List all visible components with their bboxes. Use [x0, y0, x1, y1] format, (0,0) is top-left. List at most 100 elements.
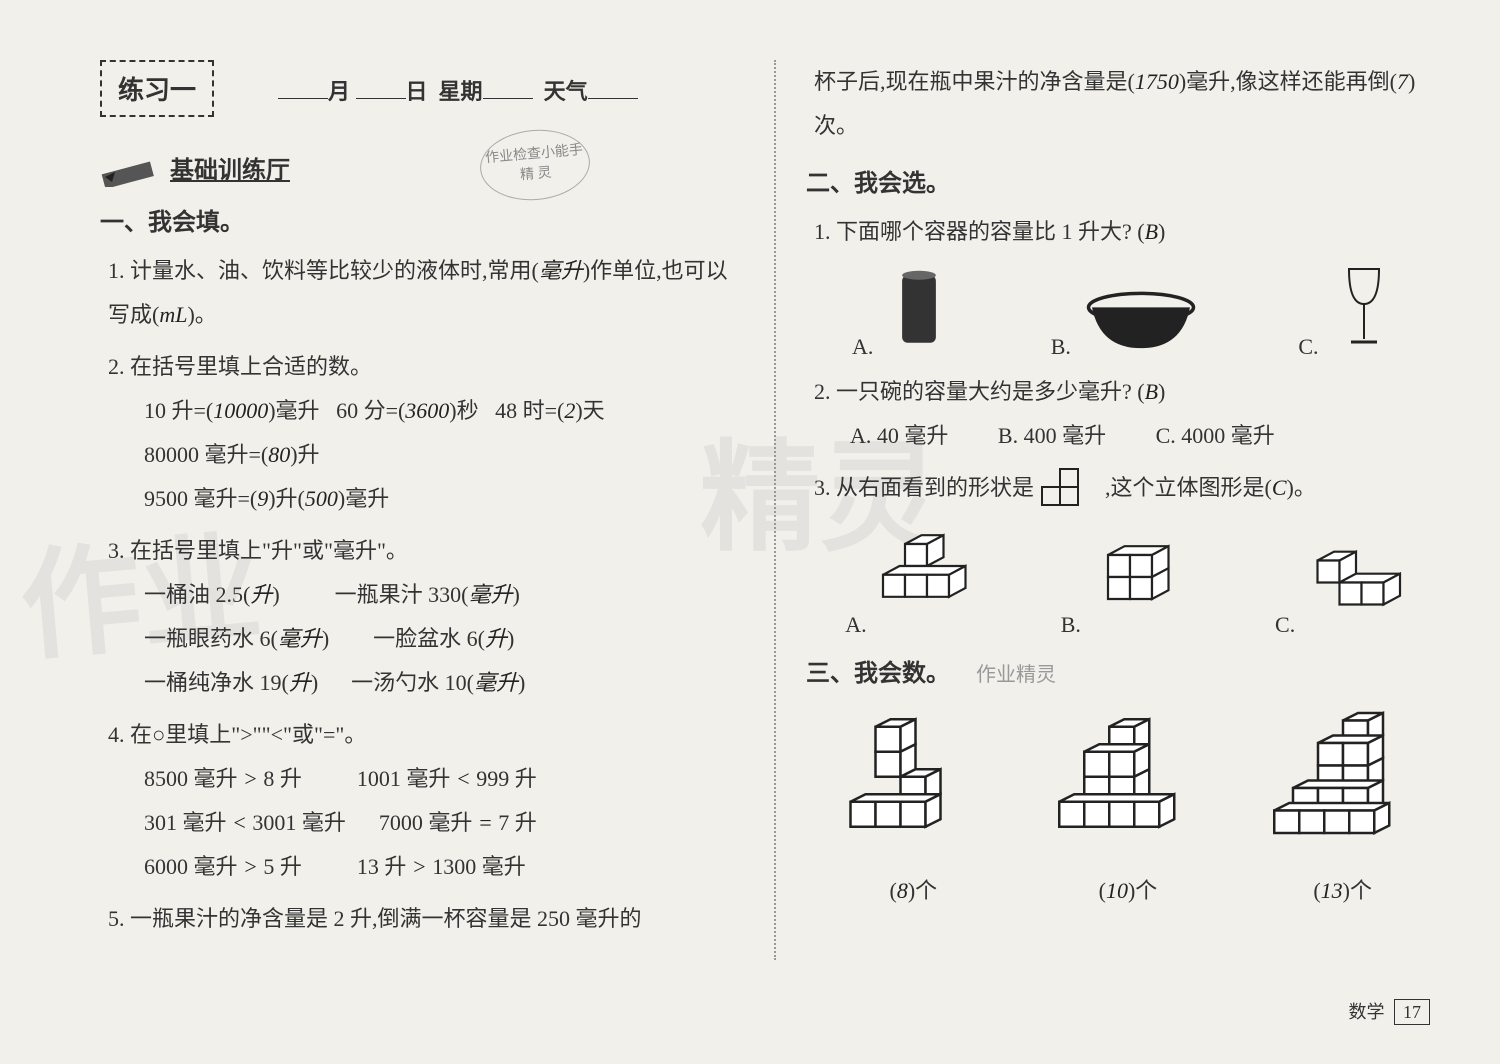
q4-r2: 301 毫升 < 3001 毫升 7000 毫升 = 7 升: [108, 801, 744, 845]
q3-r2a: 一瓶眼药水 6(: [144, 626, 278, 651]
column-divider: [774, 60, 776, 960]
can-icon: [879, 264, 959, 354]
cc-ans: 13: [1321, 878, 1343, 903]
cb-ans: 10: [1106, 878, 1128, 903]
q4-r1b: 1001 毫升: [357, 766, 451, 791]
day-label: 日: [406, 79, 428, 104]
mc1-options: A. B. C.: [806, 264, 1450, 360]
q2-line3: 9500 毫升=(9)升(500)毫升: [108, 477, 744, 521]
q2-l2a-end: )升: [290, 442, 319, 467]
mc1-opt-b: B.: [1051, 284, 1207, 360]
q3-r3: 一桶纯净水 19(升) 一汤勺水 10(毫升): [108, 661, 744, 705]
q3-r2: 一瓶眼药水 6(毫升) 一脸盆水 6(升): [108, 617, 744, 661]
section-title: 基础训练厅: [170, 150, 290, 185]
mc3: 3. 从右面看到的形状是 ,这个立体图形是(C)。: [806, 466, 1450, 512]
mc1-ans: B: [1145, 219, 1158, 244]
cube-shape-c-icon: [1301, 522, 1411, 632]
q2-l1a-ans: 10000: [213, 398, 268, 423]
q5-text: 一瓶果汁的净含量是 2 升,倒满一杯容量是 250 毫升的: [130, 906, 642, 931]
mc3-a-label: A.: [845, 612, 866, 637]
pencil-icon: [100, 147, 160, 187]
q3-r3b-ans: 毫升: [474, 670, 518, 695]
q5c-tb: )毫升,像这样还能再倒(: [1179, 69, 1397, 94]
q2-l2a-ans: 80: [268, 442, 290, 467]
q4-r3b: 13 升: [357, 854, 407, 879]
left-column: 练习一 月 日 星期 天气 作业检查小能手 精 灵 基础训练厅 一、我会填。 1…: [100, 60, 744, 1034]
cube-shape-a-icon: [872, 522, 982, 632]
mc1-opt-a: A.: [852, 264, 959, 360]
q2-line2: 80000 毫升=(80)升: [108, 433, 744, 477]
wineglass-icon: [1324, 264, 1404, 354]
mc3-b-label: B.: [1061, 612, 1081, 637]
date-line: 月 日 星期 天气: [278, 74, 638, 106]
h3-note: 作业精灵: [976, 664, 1056, 686]
q4-r2a-b: 3001 毫升: [252, 810, 346, 835]
footer-page: 17: [1394, 999, 1430, 1025]
q4: 4. 在○里填上">""<"或"="。 8500 毫升 > 8 升 1001 毫…: [100, 713, 744, 889]
shape-ref-icon: [1040, 467, 1100, 512]
q2-l3mid: )升(: [268, 486, 305, 511]
q4-r3: 6000 毫升 > 5 升 13 升 > 1300 毫升: [108, 845, 744, 889]
q2-l1a: 10 升=(: [144, 398, 213, 423]
cube-stack-c-icon: [1268, 708, 1418, 858]
q3-r1a: 一桶油 2.5(: [144, 582, 250, 607]
q3-r1a-end: ): [272, 582, 279, 607]
q2-l1c-end: )天: [575, 398, 604, 423]
q4-r1b-b: 999 升: [476, 766, 537, 791]
count-c: (13)个: [1268, 708, 1418, 905]
q4-text: 在○里填上">""<"或"="。: [130, 722, 366, 747]
count-c-label: (13)个: [1268, 873, 1418, 905]
q2-line1: 10 升=(10000)毫升 60 分=(3600)秒 48 时=(2)天: [108, 389, 744, 433]
q4-r3a-b: 5 升: [263, 854, 302, 879]
count-a-label: (8)个: [838, 873, 988, 905]
q3-r1b-end: ): [513, 582, 520, 607]
q1-ans-a: 毫升: [539, 258, 583, 283]
mc1-end: ): [1158, 219, 1165, 244]
q3: 3. 在括号里填上"升"或"毫升"。 一桶油 2.5(升) 一瓶果汁 330(毫…: [100, 529, 744, 705]
q2-l3end: )毫升: [338, 486, 389, 511]
basin-icon: [1076, 284, 1206, 354]
q5-num: 5.: [108, 906, 125, 931]
mc1-a-label: A.: [852, 334, 873, 359]
count-a: (8)个: [838, 708, 988, 905]
q2-l1a-end: )毫升: [268, 398, 319, 423]
q3-r1b-ans: 毫升: [469, 582, 513, 607]
q2-l1b-ans: 3600: [405, 398, 449, 423]
q4-r3a-op: >: [243, 854, 258, 879]
mc3-num: 3.: [814, 475, 831, 500]
mc2-num: 2.: [814, 379, 831, 404]
q3-r3a-end: ): [311, 670, 318, 695]
cube-shape-b-icon: [1086, 522, 1196, 632]
q4-r3b-b: 1300 毫升: [432, 854, 526, 879]
mc3-opt-b: B.: [1061, 522, 1197, 638]
mc1-num: 1.: [814, 219, 831, 244]
q3-r1a-ans: 升: [250, 582, 272, 607]
mc1-c-label: C.: [1298, 334, 1318, 359]
cc-pre: (: [1313, 878, 1320, 903]
q4-r1a-b: 8 升: [263, 766, 302, 791]
q3-r2a-ans: 毫升: [278, 626, 322, 651]
stamp-icon: 作业检查小能手 精 灵: [477, 125, 593, 204]
mc3-opt-a: A.: [845, 522, 982, 638]
weather-label: 天气: [544, 79, 588, 104]
cb-suf: )个: [1128, 878, 1157, 903]
ca-pre: (: [890, 878, 897, 903]
q2-l3b-ans: 500: [305, 486, 338, 511]
q5-cont: 杯子后,现在瓶中果汁的净含量是(1750)毫升,像这样还能再倒(7)次。: [806, 60, 1450, 148]
right-column: 杯子后,现在瓶中果汁的净含量是(1750)毫升,像这样还能再倒(7)次。 二、我…: [806, 60, 1450, 1034]
heading-2: 二、我会选。: [806, 163, 1450, 198]
q3-r3b-end: ): [518, 670, 525, 695]
mc2-opts: A. 40 毫升 B. 400 毫升 C. 4000 毫升: [814, 414, 1450, 458]
mc3-ans: C: [1272, 475, 1287, 500]
q3-r3a-ans: 升: [289, 670, 311, 695]
exercise-title: 练习一: [100, 60, 214, 117]
q2-l1c: 48 时=(: [495, 398, 564, 423]
q3-r2b-ans: 升: [485, 626, 507, 651]
cube-stack-b-icon: [1053, 708, 1203, 858]
q4-r1a: 8500 毫升: [144, 766, 238, 791]
mc2-a: A. 40 毫升: [850, 423, 948, 448]
q3-num: 3.: [108, 538, 125, 563]
q3-r2b: 一脸盆水 6(: [373, 626, 485, 651]
q2-num: 2.: [108, 354, 125, 379]
mc2-b: B. 400 毫升: [998, 423, 1106, 448]
